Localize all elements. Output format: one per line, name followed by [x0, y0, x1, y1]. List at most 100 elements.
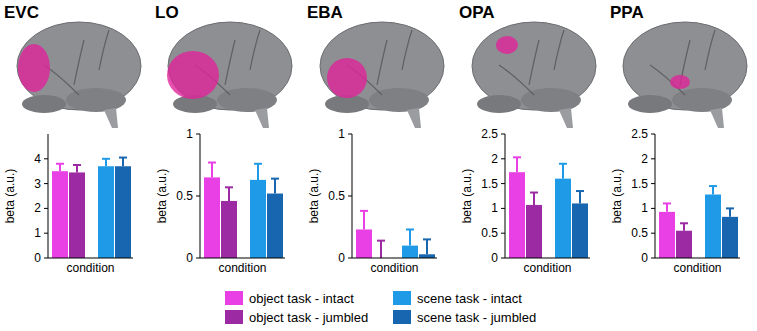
y-tick — [501, 233, 505, 234]
y-axis-label: beta (a.u.) — [460, 169, 474, 224]
y-tick — [651, 158, 655, 159]
error-cap — [377, 240, 385, 242]
error-line — [683, 223, 685, 230]
chart-title: EVC — [4, 3, 39, 22]
x-axis — [48, 258, 133, 259]
error-bar — [513, 157, 521, 172]
y-tick-label: 2.5 — [481, 127, 498, 141]
x-axis-label: condition — [673, 261, 721, 275]
error-bar — [726, 208, 734, 216]
y-tick — [196, 196, 200, 197]
x-axis — [655, 258, 740, 259]
y-tick — [348, 258, 352, 259]
error-line — [76, 165, 78, 172]
y-tick — [348, 196, 352, 197]
error-bar — [208, 163, 216, 178]
legend-label: object task - intact — [249, 291, 354, 306]
error-bar — [119, 158, 127, 167]
legend-swatch — [393, 291, 411, 305]
legend: object task - intact object task - jumble… — [225, 291, 536, 325]
error-line — [274, 179, 276, 194]
y-tick-label: 0.5 — [328, 189, 345, 203]
error-cap — [726, 207, 734, 209]
error-bar — [254, 164, 262, 180]
roi-region — [670, 75, 690, 89]
legend-label: object task - jumbled — [249, 310, 368, 325]
bar — [98, 166, 114, 258]
error-line — [380, 241, 382, 258]
bar — [509, 172, 525, 258]
cerebellum — [477, 95, 521, 113]
bar — [555, 179, 571, 258]
plot-marks — [659, 186, 738, 258]
error-bar — [271, 179, 279, 194]
bar — [69, 172, 85, 258]
sulcus — [705, 30, 715, 70]
y-tick — [44, 158, 48, 159]
roi-region — [167, 51, 219, 99]
sulcus — [74, 40, 84, 85]
y-tick-label: 0 — [338, 251, 345, 265]
sulcus — [554, 30, 564, 70]
bar — [676, 231, 692, 258]
error-cap — [423, 238, 431, 240]
sulcus — [377, 40, 387, 85]
legend-label: scene task - jumbled — [417, 310, 536, 325]
error-line — [59, 164, 61, 171]
roi-region — [18, 44, 50, 92]
chart-title: OPA — [459, 3, 495, 22]
brainstem — [710, 108, 724, 128]
brainstem — [255, 108, 269, 128]
y-tick — [196, 134, 200, 135]
error-line — [228, 187, 230, 201]
sulcus — [99, 30, 109, 70]
bar — [722, 217, 738, 258]
y-tick — [44, 183, 48, 184]
brain-illustration — [472, 22, 596, 128]
bar — [356, 229, 372, 258]
y-tick — [44, 208, 48, 209]
y-tick-label: 1 — [641, 201, 648, 215]
brain-illustration — [320, 22, 444, 128]
y-tick-label: 2.5 — [631, 127, 648, 141]
y-tick — [651, 134, 655, 135]
bar — [659, 212, 675, 258]
error-bar — [680, 223, 688, 230]
error-cap — [513, 156, 521, 158]
sulcus — [250, 30, 260, 70]
error-bar — [709, 186, 717, 194]
y-tick-label: 0 — [186, 251, 193, 265]
roi-region — [327, 58, 367, 98]
y-axis-label: beta (a.u.) — [307, 169, 321, 224]
error-cap — [576, 190, 584, 192]
error-cap — [208, 162, 216, 164]
y-tick-label: 1 — [338, 127, 345, 141]
error-cap — [530, 192, 538, 194]
x-axis-label: condition — [66, 261, 114, 275]
y-axis — [505, 134, 506, 258]
error-line — [666, 203, 668, 211]
error-cap — [102, 158, 110, 160]
brainstem — [407, 108, 421, 128]
sulcus — [529, 40, 539, 85]
error-bar — [102, 159, 110, 166]
bar — [402, 246, 418, 258]
error-cap — [254, 163, 262, 165]
y-tick-label: 0 — [641, 251, 648, 265]
error-cap — [559, 163, 567, 165]
y-tick-label: 0 — [34, 251, 41, 265]
error-line — [363, 211, 365, 230]
legend-swatch — [225, 310, 243, 324]
error-cap — [406, 228, 414, 230]
error-line — [426, 239, 428, 254]
cerebellum — [22, 95, 66, 113]
y-tick-label: 1.5 — [631, 177, 648, 191]
error-cap — [225, 186, 233, 188]
error-line — [409, 229, 411, 245]
error-bar — [576, 191, 584, 203]
error-bar — [530, 193, 538, 205]
brainstem — [104, 108, 118, 128]
sulcus — [402, 30, 412, 70]
roi-region — [496, 36, 518, 54]
y-tick — [348, 134, 352, 135]
